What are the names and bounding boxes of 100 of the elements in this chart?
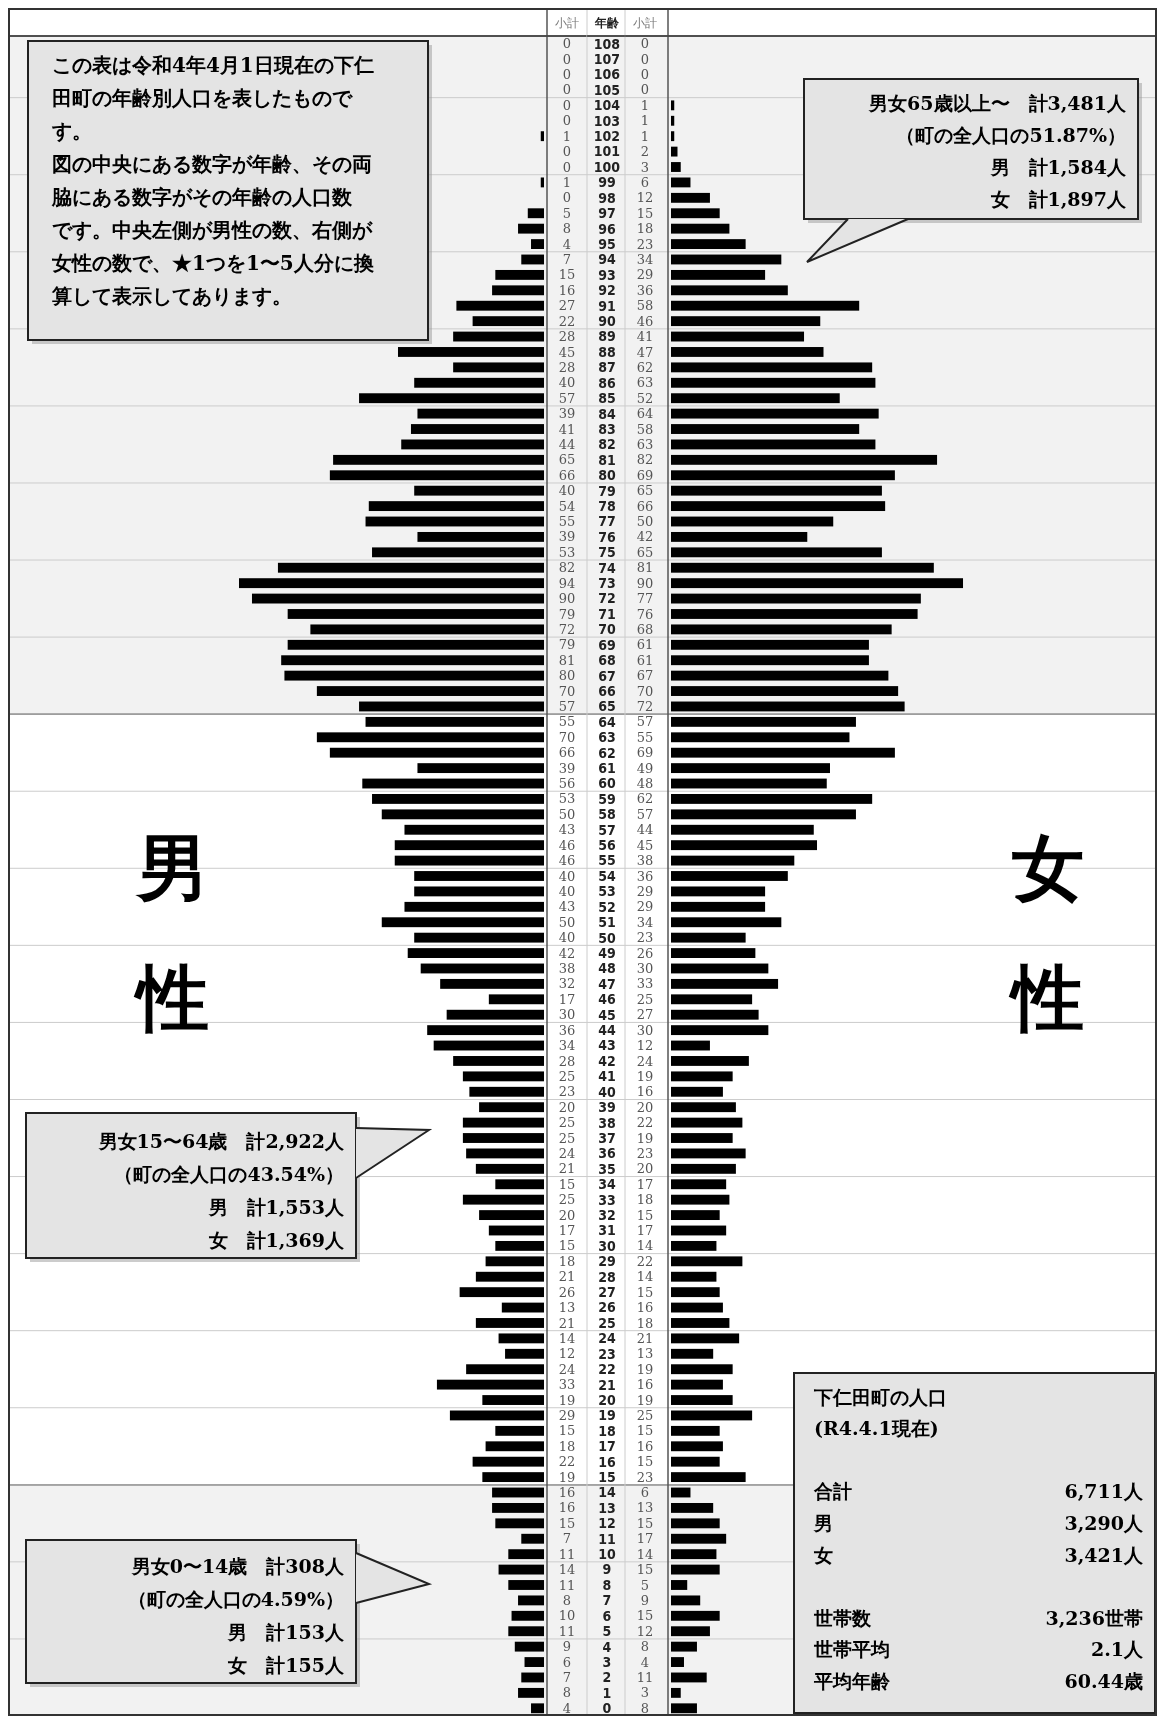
data-label: 39 bbox=[558, 406, 576, 422]
y-tick-label: 67 bbox=[598, 667, 616, 684]
data-label: 39 bbox=[558, 529, 576, 545]
data-label: 29 bbox=[636, 267, 654, 283]
y-tick-label: 97 bbox=[598, 205, 616, 222]
bar bbox=[671, 1703, 697, 1714]
y-tick-label: 2 bbox=[602, 1669, 612, 1686]
y-tick-label: 87 bbox=[598, 359, 616, 376]
bar bbox=[671, 639, 869, 650]
y-tick-label: 56 bbox=[598, 837, 616, 854]
data-label: 61 bbox=[636, 637, 654, 653]
data-label: 67 bbox=[636, 668, 654, 684]
series-label: 男性 bbox=[133, 825, 209, 1040]
data-label: 38 bbox=[636, 853, 654, 869]
y-tick-label: 62 bbox=[598, 744, 616, 761]
data-label: 21 bbox=[558, 1269, 576, 1285]
data-label: 3 bbox=[640, 1685, 650, 1701]
bar bbox=[508, 1549, 544, 1560]
bar bbox=[488, 994, 544, 1005]
bar bbox=[414, 377, 544, 388]
bar bbox=[671, 778, 827, 789]
text: 年齢 bbox=[594, 16, 620, 31]
data-label: 57 bbox=[558, 390, 576, 406]
bar bbox=[492, 285, 544, 296]
y-tick-label: 52 bbox=[598, 898, 616, 915]
bar bbox=[381, 917, 544, 928]
y-tick-label: 18 bbox=[598, 1422, 616, 1439]
bar bbox=[440, 978, 544, 989]
annotation: 世帯平均 bbox=[813, 1638, 890, 1661]
data-label: 23 bbox=[558, 1084, 576, 1100]
bar bbox=[671, 1610, 720, 1621]
y-tick-label: 96 bbox=[598, 220, 616, 237]
bar bbox=[671, 1441, 723, 1452]
bar bbox=[531, 1703, 544, 1714]
data-label: 55 bbox=[558, 714, 576, 730]
data-label: 40 bbox=[558, 883, 576, 899]
bar bbox=[671, 1148, 746, 1159]
bar bbox=[281, 655, 544, 666]
y-tick-label: 47 bbox=[598, 975, 616, 992]
bar bbox=[462, 1194, 544, 1205]
y-tick-label: 29 bbox=[598, 1253, 616, 1270]
bar bbox=[671, 747, 895, 758]
data-label: 61 bbox=[636, 652, 654, 668]
annotation: 下仁田町の人口 bbox=[813, 1385, 947, 1408]
bar bbox=[414, 932, 544, 943]
y-tick-label: 28 bbox=[598, 1268, 616, 1285]
data-label: 16 bbox=[558, 282, 576, 298]
bar bbox=[540, 131, 544, 142]
bar bbox=[671, 424, 860, 434]
bar bbox=[671, 1333, 740, 1344]
bar bbox=[671, 1071, 733, 1082]
data-label: 14 bbox=[558, 1330, 576, 1346]
bar bbox=[671, 1302, 723, 1313]
y-tick-label: 95 bbox=[598, 235, 616, 252]
bar bbox=[485, 1441, 544, 1452]
annotation: 女 計1,369人 bbox=[207, 1228, 345, 1251]
bar bbox=[427, 1025, 544, 1036]
bar bbox=[453, 362, 544, 373]
text: 3,236世帯 bbox=[1045, 1606, 1143, 1629]
bar bbox=[401, 439, 544, 450]
annotation: 女 bbox=[813, 1543, 833, 1566]
bar bbox=[671, 1271, 717, 1282]
annotation: 男 bbox=[813, 1512, 833, 1535]
bar bbox=[495, 1425, 544, 1436]
data-label: 14 bbox=[636, 1546, 654, 1562]
data-label: 12 bbox=[558, 1346, 576, 1362]
bar bbox=[671, 1194, 730, 1205]
data-label: 17 bbox=[636, 1223, 654, 1239]
data-label: 25 bbox=[636, 1408, 654, 1423]
bar bbox=[671, 146, 678, 157]
data-label: 15 bbox=[558, 1238, 576, 1254]
data-label: 42 bbox=[636, 529, 654, 545]
data-label: 0 bbox=[640, 67, 650, 83]
y-tick-label: 39 bbox=[598, 1099, 616, 1116]
bar bbox=[671, 1210, 720, 1221]
data-label: 23 bbox=[636, 1145, 654, 1161]
data-label: 19 bbox=[636, 1130, 654, 1146]
text: 6,711人 bbox=[1064, 1480, 1144, 1503]
y-tick-label: 107 bbox=[593, 51, 621, 68]
y-tick-label: 36 bbox=[598, 1145, 616, 1162]
y-tick-label: 3 bbox=[602, 1653, 612, 1670]
data-label: 58 bbox=[636, 298, 654, 314]
data-label: 15 bbox=[636, 1284, 654, 1300]
bar bbox=[394, 840, 544, 851]
y-tick-label: 108 bbox=[593, 35, 621, 52]
y-tick-label: 16 bbox=[598, 1453, 616, 1470]
y-tick-label: 51 bbox=[598, 914, 616, 931]
bar bbox=[365, 516, 544, 527]
bar bbox=[514, 1641, 544, 1652]
data-label: 30 bbox=[558, 1007, 576, 1023]
y-tick-label: 11 bbox=[598, 1530, 616, 1547]
bar bbox=[671, 624, 892, 635]
bar bbox=[284, 670, 544, 681]
bar bbox=[671, 470, 895, 481]
bar bbox=[417, 531, 544, 542]
data-label: 55 bbox=[636, 729, 654, 745]
y-tick-label: 60 bbox=[598, 775, 616, 792]
bar bbox=[671, 901, 766, 912]
bar bbox=[671, 300, 860, 311]
bar bbox=[469, 1086, 544, 1097]
